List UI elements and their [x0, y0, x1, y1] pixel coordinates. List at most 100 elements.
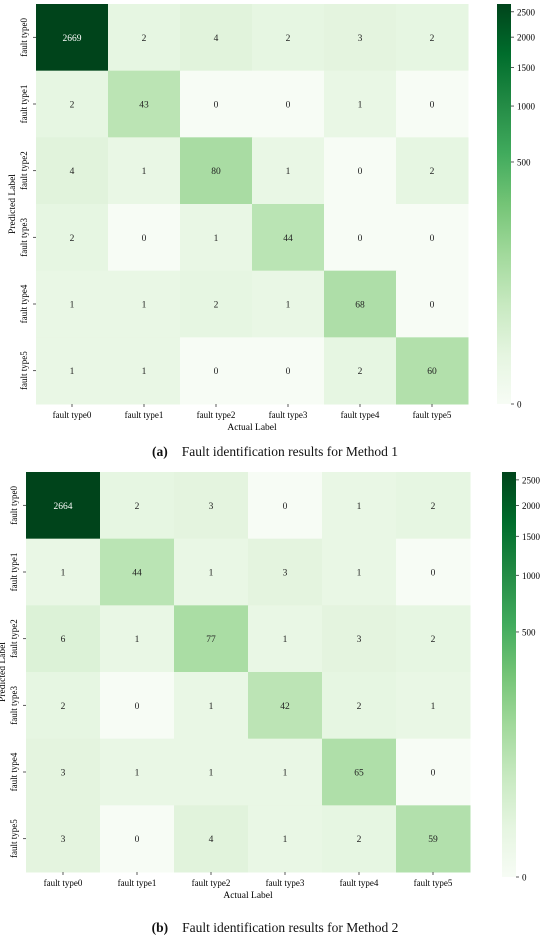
cell-value-label: 42: [280, 702, 290, 712]
cell-value-label: 2: [142, 34, 147, 44]
cell-value-label: 3: [357, 635, 362, 645]
heatmap-cell: [108, 70, 181, 138]
cell-value-label: 2: [431, 635, 436, 645]
heatmap-panel-b: 2664 2 3 0 1 2 1 44 1 3 1 0 6 1 77 1 3 2 2 0 1 42 2 1 3 1 1 1 65 0 3 0 4…: [0, 468, 550, 918]
cell-value-label: 0: [286, 101, 291, 111]
x-tick-label: fault type2: [197, 410, 236, 420]
cell-value-label: 68: [355, 301, 365, 311]
heatmap-cell: [324, 337, 397, 405]
cell-value-label: 3: [209, 502, 214, 512]
colorbar-tick-label: 2000: [522, 501, 541, 511]
heatmap-cell: [252, 70, 325, 138]
x-tick-label: fault type0: [53, 410, 92, 420]
x-axis-label: Actual Label: [227, 423, 277, 433]
heatmap-cell: [324, 4, 397, 72]
y-tick-label: fault type1: [9, 553, 19, 592]
cell-value-label: 2664: [54, 502, 73, 512]
heatmap-cell: [396, 538, 471, 606]
cell-value-label: 1: [214, 234, 219, 244]
heatmap-cell: [36, 4, 109, 72]
heatmap-cell: [100, 672, 175, 740]
cell-value-label: 1: [209, 769, 214, 779]
heatmap-cell: [174, 805, 249, 873]
heatmap-cell: [180, 204, 253, 272]
cell-value-label: 3: [283, 569, 288, 579]
heatmap-cell: [324, 70, 397, 138]
heatmap-cell: [36, 270, 109, 338]
heatmap-cell: [26, 672, 101, 740]
colorbar-tick-label: 2500: [517, 7, 536, 17]
x-axis-label: Actual Label: [223, 891, 273, 901]
x-tick-label: fault type4: [341, 410, 380, 420]
x-tick-label: fault type5: [414, 878, 453, 888]
heatmap-cell: [100, 538, 175, 606]
y-axis-label: Predicted Label: [0, 642, 8, 702]
cell-value-label: 2: [357, 835, 362, 845]
cell-value-label: 2669: [63, 34, 82, 44]
heatmap-cell: [100, 738, 175, 806]
heatmap-cell: [324, 204, 397, 272]
cell-value-label: 1: [209, 702, 214, 712]
heatmap-cell: [248, 738, 323, 806]
x-tick-label: fault type1: [118, 878, 157, 888]
cell-value-label: 0: [214, 367, 219, 377]
heatmap-cell: [26, 605, 101, 673]
heatmap-cell: [26, 538, 101, 606]
confusion-matrix-b: 2664 2 3 0 1 21 44 1 3 1 06 1 77 1 3 22 0 1 42 2 13 1 1 1 65 03 0 4…: [0, 472, 541, 901]
x-tick-label: fault type3: [269, 410, 308, 420]
heatmap-cell: [252, 337, 325, 405]
caption-b-text: Fault identification results for Method …: [182, 920, 399, 935]
y-tick-label: fault type4: [9, 752, 19, 791]
cell-value-label: 2: [70, 101, 75, 111]
cell-value-label: 1: [61, 569, 66, 579]
cell-value-label: 3: [61, 769, 66, 779]
x-tick-label: fault type1: [125, 410, 164, 420]
heatmap-cell: [248, 605, 323, 673]
cell-value-label: 2: [214, 301, 219, 311]
y-axis-label: Predicted Label: [8, 174, 18, 234]
heatmap-cell: [396, 4, 469, 72]
cell-value-label: 1: [283, 635, 288, 645]
colorbar-tick-label: 1000: [522, 571, 541, 581]
cell-value-label: 1: [286, 167, 291, 177]
cell-value-label: 44: [283, 234, 293, 244]
cell-value-label: 3: [358, 34, 363, 44]
colorbar-tick-label: 500: [517, 157, 531, 167]
heatmap-cell: [180, 337, 253, 405]
cell-value-label: 4: [209, 835, 214, 845]
cell-value-label: 1: [286, 301, 291, 311]
heatmap-cell: [174, 472, 249, 540]
y-tick-label: fault type0: [9, 485, 19, 524]
colorbar-tick-label: 2000: [517, 33, 536, 43]
cell-value-label: 1: [142, 167, 147, 177]
cell-value-label: 44: [132, 569, 142, 579]
y-tick-label: fault type1: [19, 85, 29, 124]
heatmap-cell: [322, 672, 397, 740]
heatmap-cell: [36, 337, 109, 405]
heatmap-grid-b: 2664 2 3 0 1 21 44 1 3 1 06 1 77 1 3 22 0 1 42 2 13 1 1 1 65 03 0 4…: [26, 472, 471, 873]
cell-value-label: 2: [286, 34, 291, 44]
heatmap-cell: [180, 137, 253, 205]
cell-value-label: 59: [428, 835, 438, 845]
cell-value-label: 0: [286, 367, 291, 377]
y-tick-label: fault type2: [19, 151, 29, 190]
cell-value-label: 3: [61, 835, 66, 845]
heatmap-cell: [180, 270, 253, 338]
y-tick-label: fault type2: [9, 619, 19, 658]
heatmap-cell: [322, 738, 397, 806]
colorbar-tick-label: 1000: [517, 102, 536, 112]
cell-value-label: 1: [135, 635, 140, 645]
heatmap-cell: [396, 472, 471, 540]
y-tick-label: fault type3: [9, 685, 19, 724]
heatmap-cell: [26, 472, 101, 540]
cell-value-label: 4: [70, 167, 75, 177]
cell-value-label: 1: [283, 769, 288, 779]
colorbar-tick-label: 500: [522, 627, 536, 637]
cell-value-label: 2: [135, 502, 140, 512]
heatmap-cell: [396, 204, 469, 272]
cell-value-label: 2: [70, 234, 75, 244]
colorbar-tick-label: 1500: [522, 532, 541, 542]
heatmap-cell: [396, 605, 471, 673]
colorbar: [497, 4, 511, 404]
cell-value-label: 0: [358, 167, 363, 177]
